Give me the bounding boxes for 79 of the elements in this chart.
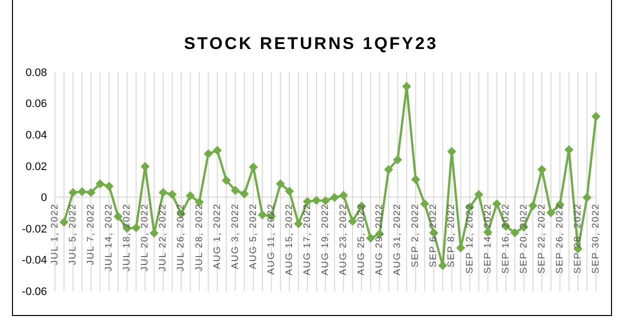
x-tick-label: AUG 23, 2022 (338, 203, 350, 276)
x-tick-label: SEP 14, 2022 (482, 203, 494, 274)
point (592, 112, 600, 121)
x-tick-label: AUG 1, 2022 (212, 203, 223, 270)
point (212, 146, 222, 155)
point (348, 216, 358, 226)
x-tick-label: SEP 6, 2022 (428, 203, 440, 268)
point (366, 234, 376, 243)
point (60, 218, 69, 227)
x-tick-label: AUG 11, 2022 (266, 203, 277, 275)
point (339, 190, 348, 200)
x-tick-label: JUL 5, 2022 (68, 203, 79, 266)
x-tick-label: SEP 8, 2022 (446, 203, 458, 268)
point (384, 164, 394, 174)
point (68, 188, 78, 197)
point (438, 261, 448, 270)
y-tick-label: -0.06 (22, 286, 47, 298)
point (312, 196, 321, 205)
x-tick-label: SEP 22, 2022 (536, 203, 548, 274)
point (204, 149, 213, 158)
point (186, 191, 195, 200)
y-tick-label: -0.04 (22, 254, 47, 267)
point (528, 201, 538, 210)
x-tick-label: JUL 20, 2022 (140, 203, 151, 272)
x-tick-label: SEP 2, 2022 (410, 203, 422, 268)
x-tick-label: SEP 12, 2022 (464, 203, 476, 274)
x-tick-label: AUG 5, 2022 (248, 203, 259, 270)
point (230, 186, 240, 195)
point (284, 186, 294, 196)
point (294, 219, 303, 228)
point (258, 210, 267, 220)
y-tick-label: 0.08 (26, 66, 47, 79)
point (411, 174, 420, 184)
x-tick-label: JUL 28, 2022 (194, 203, 205, 272)
point (114, 212, 123, 222)
point (420, 199, 430, 208)
point (96, 179, 105, 188)
point (86, 188, 96, 197)
point (492, 199, 502, 208)
x-tick-label: AUG 3, 2022 (230, 203, 241, 270)
x-tick-label: AUG 19, 2022 (320, 203, 331, 276)
x-tick-label: SEP 20, 2022 (518, 203, 530, 274)
x-tick-label: AUG 15, 2022 (284, 203, 295, 276)
x-tick-label: AUG 25, 2022 (356, 203, 368, 276)
point (222, 176, 231, 185)
x-tick-label: JUL 1, 2022 (50, 203, 60, 266)
x-tick-label: JUL 7, 2022 (86, 203, 97, 266)
point (276, 179, 285, 188)
x-tick-label: JUL 22, 2022 (158, 203, 169, 272)
x-tick-label: AUG 29, 2022 (374, 203, 386, 276)
point (104, 182, 114, 191)
y-tick-label: 0.02 (26, 160, 47, 173)
x-tick-label: SEP 28, 2022 (572, 203, 584, 274)
x-tick-label: SEP 30, 2022 (590, 203, 602, 274)
point (158, 188, 168, 197)
x-tick-label: JUL 26, 2022 (176, 203, 187, 272)
y-tick-label: 0 (40, 192, 47, 204)
y-tick-label: 0.06 (26, 98, 47, 110)
x-tick-label: SEP 16, 2022 (500, 203, 512, 274)
point (474, 190, 484, 199)
chart-title: STOCK RETURNS 1QFY23 (182, 34, 440, 54)
y-tick-label: 0.04 (26, 129, 47, 142)
x-tick-label: JUL 14, 2022 (104, 203, 115, 272)
y-tick-label: -0.02 (22, 223, 47, 236)
point (321, 196, 330, 206)
point (393, 155, 402, 164)
point (168, 190, 177, 199)
point (330, 192, 340, 202)
point (78, 187, 87, 196)
x-tick-label: AUG 31, 2022 (392, 203, 404, 276)
point (132, 223, 141, 232)
point (510, 228, 520, 238)
point (240, 189, 249, 198)
x-tick-label: SEP 26, 2022 (554, 203, 566, 274)
point (447, 146, 456, 156)
point (546, 208, 556, 218)
x-tick-label: AUG 17, 2022 (302, 203, 313, 276)
point (582, 192, 592, 202)
x-tick-label: JUL 18, 2022 (122, 203, 133, 272)
